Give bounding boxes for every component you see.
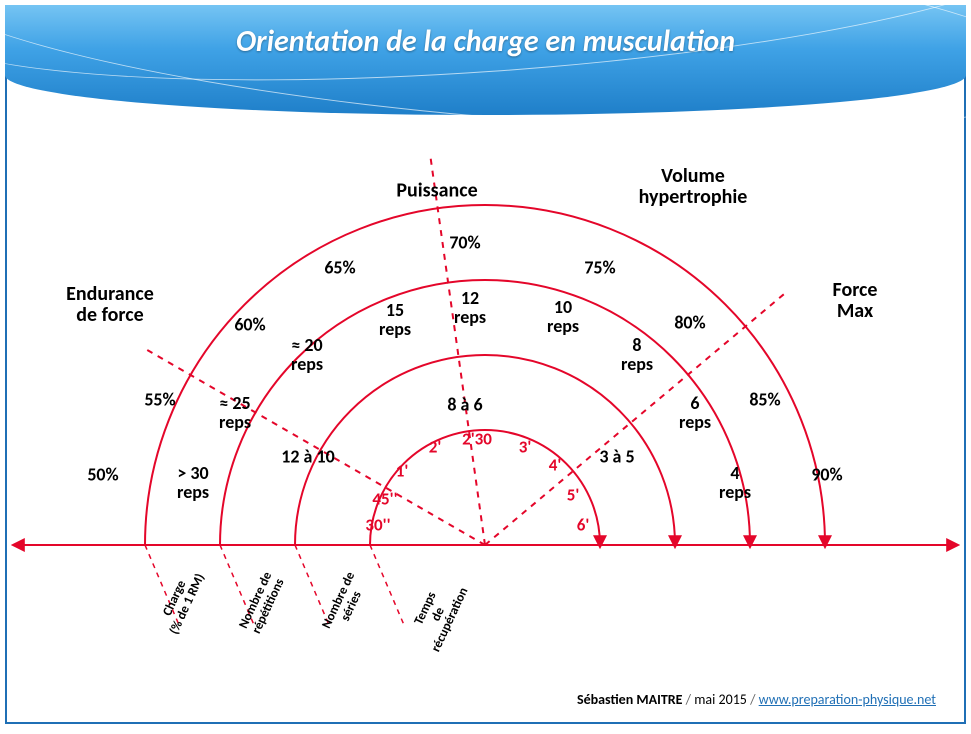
recovery-label-0: 30'' [365, 515, 390, 536]
series-label-1: 8 à 6 [447, 396, 482, 415]
series-label-0: 12 à 10 [281, 448, 335, 467]
recovery-label-5: 3' [519, 437, 532, 458]
charge-pct-2: 60% [234, 316, 265, 335]
reps-label-7: 6 reps [679, 394, 711, 432]
series-label-2: 3 à 5 [599, 448, 634, 467]
recovery-label-6: 4' [549, 455, 562, 476]
charge-pct-7: 85% [749, 391, 780, 410]
charge-pct-6: 80% [674, 314, 705, 333]
credit-author: Sébastien MAITRE [577, 691, 683, 708]
reps-label-5: 10 reps [547, 298, 579, 336]
credit-link[interactable]: www.preparation-physique.net [759, 691, 936, 708]
recovery-label-2: 1' [396, 461, 409, 482]
reps-label-6: 8 reps [621, 336, 653, 374]
diagram-stage: Endurance de force Puissance Volume hypert… [5, 5, 966, 724]
recovery-label-3: 2' [429, 437, 442, 458]
reps-label-4: 12 reps [454, 289, 486, 327]
arc-diagram [5, 5, 966, 724]
credit-sep-1: / [686, 691, 695, 708]
reps-label-3: 15 reps [379, 301, 411, 339]
category-label-0: Endurance de force [66, 284, 154, 326]
category-label-2: Volume hypertrophie [639, 166, 748, 208]
charge-pct-4: 70% [449, 234, 480, 253]
charge-pct-5: 75% [584, 259, 615, 278]
recovery-label-8: 6' [577, 515, 590, 536]
recovery-label-4: 2'30 [462, 429, 492, 450]
reps-label-8: 4 reps [719, 464, 751, 502]
category-label-1: Puissance [396, 181, 477, 202]
recovery-label-7: 5' [567, 485, 580, 506]
charge-pct-0: 50% [87, 466, 118, 485]
reps-label-2: ≈ 20 reps [291, 336, 323, 374]
credit-sep-2: / [750, 691, 759, 708]
charge-pct-8: 90% [811, 466, 842, 485]
category-label-3: Force Max [833, 280, 878, 322]
slide-frame: Orientation de la charge en musculation … [5, 5, 966, 724]
reps-label-0: > 30 reps [177, 464, 209, 502]
credit-date: mai 2015 [694, 691, 747, 708]
credit-line: Sébastien MAITRE / mai 2015 / www.prepar… [577, 691, 936, 708]
reps-label-1: ≈ 25 reps [219, 394, 251, 432]
charge-pct-3: 65% [324, 259, 355, 278]
recovery-label-1: 45'' [372, 489, 397, 510]
charge-pct-1: 55% [144, 391, 175, 410]
